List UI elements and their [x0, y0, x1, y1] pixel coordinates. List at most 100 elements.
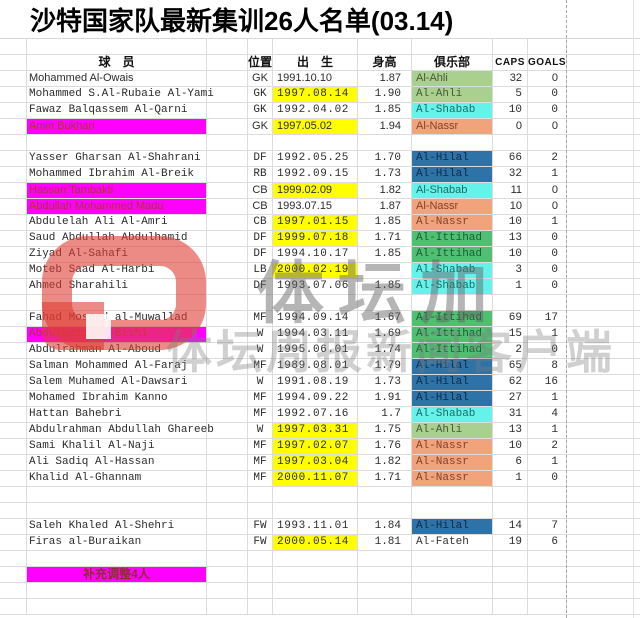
grid-cell[interactable]	[0, 215, 27, 230]
grid-cell[interactable]	[248, 551, 273, 566]
player-goals-cell[interactable]: 0	[528, 87, 567, 102]
grid-cell[interactable]	[0, 535, 27, 550]
grid-cell[interactable]	[207, 71, 248, 86]
grid-cell[interactable]	[493, 551, 528, 566]
player-club-cell[interactable]: Al-Nassr	[412, 439, 493, 454]
player-caps-cell[interactable]: 11	[493, 183, 528, 198]
column-header-player[interactable]: 球 员	[27, 55, 207, 70]
grid-cell[interactable]	[207, 423, 248, 438]
player-caps-cell[interactable]: 6	[493, 455, 528, 470]
player-height-cell[interactable]: 1.76	[358, 439, 412, 454]
player-name-cell[interactable]: Ahmed Sharahili	[27, 279, 207, 294]
grid-cell[interactable]	[0, 311, 27, 326]
grid-cell[interactable]	[207, 375, 248, 390]
player-goals-cell[interactable]: 2	[528, 151, 567, 166]
player-position-cell[interactable]: RB	[248, 167, 273, 182]
player-birth-cell[interactable]: 1997.03.31	[273, 423, 358, 438]
player-goals-cell[interactable]: 0	[528, 471, 567, 486]
player-name-cell[interactable]: Saleh Khaled Al-Shehri	[27, 519, 207, 534]
player-club-cell[interactable]: Al-Ahli	[412, 423, 493, 438]
player-caps-cell[interactable]: 3	[493, 263, 528, 278]
grid-cell[interactable]	[0, 407, 27, 422]
column-header-position[interactable]: 位置	[248, 55, 273, 70]
player-name-cell[interactable]: Salem Muhamed Al-Dawsari	[27, 375, 207, 390]
player-club-cell[interactable]: Al-Fateh	[412, 535, 493, 550]
player-birth-cell[interactable]: 1995.06.01	[273, 343, 358, 358]
player-birth-cell[interactable]: 1997.02.07	[273, 439, 358, 454]
grid-cell[interactable]	[273, 487, 358, 502]
grid-cell[interactable]	[567, 423, 640, 438]
grid-cell[interactable]	[567, 135, 640, 150]
player-goals-cell[interactable]: 2	[528, 439, 567, 454]
grid-cell[interactable]	[0, 151, 27, 166]
grid-cell[interactable]	[528, 135, 567, 150]
player-name-cell[interactable]: Mohamed Ibrahim Kanno	[27, 391, 207, 406]
player-caps-cell[interactable]: 15	[493, 327, 528, 342]
player-caps-cell[interactable]: 14	[493, 519, 528, 534]
player-name-cell[interactable]: Abdullah Mohammed Madu	[27, 199, 207, 214]
grid-cell[interactable]	[0, 327, 27, 342]
player-position-cell[interactable]: DF	[248, 151, 273, 166]
player-goals-cell[interactable]: 1	[528, 423, 567, 438]
grid-cell[interactable]	[567, 519, 640, 534]
grid-cell[interactable]	[567, 247, 640, 262]
grid-cell[interactable]	[207, 535, 248, 550]
player-goals-cell[interactable]: 0	[528, 119, 567, 134]
grid-cell[interactable]	[27, 551, 207, 566]
grid-cell[interactable]	[27, 135, 207, 150]
grid-cell[interactable]	[358, 135, 412, 150]
player-height-cell[interactable]: 1.71	[358, 231, 412, 246]
grid-cell[interactable]	[493, 487, 528, 502]
player-caps-cell[interactable]: 13	[493, 423, 528, 438]
grid-cell[interactable]	[358, 295, 412, 310]
grid-cell[interactable]	[567, 471, 640, 486]
grid-cell[interactable]	[273, 583, 358, 598]
player-height-cell[interactable]: 1.75	[358, 423, 412, 438]
grid-cell[interactable]	[27, 503, 207, 518]
player-goals-cell[interactable]: 6	[528, 535, 567, 550]
player-height-cell[interactable]: 1.73	[358, 375, 412, 390]
player-caps-cell[interactable]: 2	[493, 343, 528, 358]
player-goals-cell[interactable]: 0	[528, 343, 567, 358]
grid-cell[interactable]	[412, 583, 493, 598]
player-height-cell[interactable]: 1.7	[358, 407, 412, 422]
grid-cell[interactable]	[0, 71, 27, 86]
player-position-cell[interactable]: MF	[248, 391, 273, 406]
player-position-cell[interactable]: DF	[248, 231, 273, 246]
grid-cell[interactable]	[567, 327, 640, 342]
grid-cell[interactable]	[248, 567, 273, 582]
player-club-cell[interactable]: Al-Nassr	[412, 455, 493, 470]
player-caps-cell[interactable]: 31	[493, 407, 528, 422]
player-club-cell[interactable]: Al-Hilal	[412, 167, 493, 182]
grid-cell[interactable]	[358, 583, 412, 598]
grid-cell[interactable]	[358, 551, 412, 566]
player-position-cell[interactable]: GK	[248, 103, 273, 118]
player-position-cell[interactable]: MF	[248, 407, 273, 422]
player-birth-cell[interactable]: 1999.07.18	[273, 231, 358, 246]
player-birth-cell[interactable]: 1994.10.17	[273, 247, 358, 262]
player-position-cell[interactable]: GK	[248, 87, 273, 102]
grid-cell[interactable]	[412, 295, 493, 310]
player-birth-cell[interactable]: 2000.05.14	[273, 535, 358, 550]
player-height-cell[interactable]: 1.67	[358, 311, 412, 326]
player-name-cell[interactable]: Amin Bukhari	[27, 119, 207, 134]
player-club-cell[interactable]: Al-Shabab	[412, 407, 493, 422]
player-caps-cell[interactable]: 10	[493, 439, 528, 454]
grid-cell[interactable]	[358, 39, 412, 54]
grid-cell[interactable]	[528, 39, 567, 54]
player-goals-cell[interactable]: 7	[528, 519, 567, 534]
player-position-cell[interactable]: MF	[248, 359, 273, 374]
player-position-cell[interactable]: W	[248, 375, 273, 390]
player-club-cell[interactable]: Al-Ittihad	[412, 311, 493, 326]
grid-cell[interactable]	[567, 39, 640, 54]
grid-cell[interactable]	[567, 87, 640, 102]
grid-cell[interactable]	[27, 583, 207, 598]
player-name-cell[interactable]: Mohammed S.Al-Rubaie Al-Yami	[27, 87, 214, 102]
player-caps-cell[interactable]: 10	[493, 215, 528, 230]
grid-cell[interactable]	[567, 311, 640, 326]
grid-cell[interactable]	[207, 567, 248, 582]
grid-cell[interactable]	[207, 199, 248, 214]
player-name-cell[interactable]: Abdulaziz Al-Bishi	[27, 327, 207, 342]
grid-cell[interactable]	[412, 551, 493, 566]
grid-cell[interactable]	[248, 599, 273, 614]
